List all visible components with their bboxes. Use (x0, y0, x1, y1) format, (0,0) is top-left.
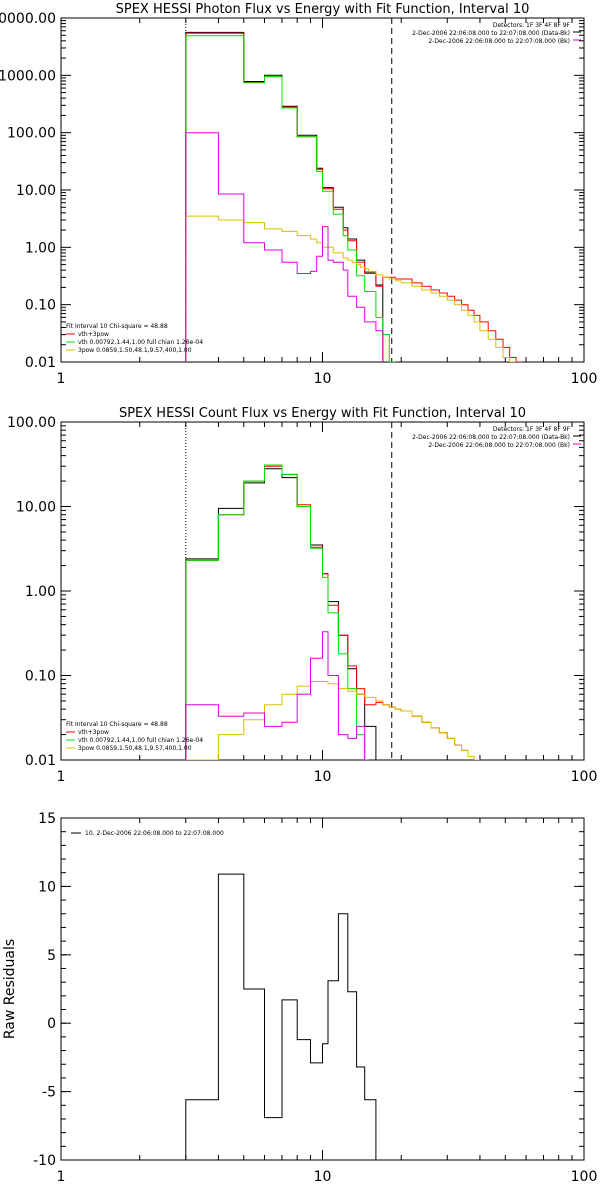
legend-entry: Fit Interval 10 Chi-square = 48.88 (66, 721, 168, 728)
y-tick-label: 1.00 (25, 584, 56, 600)
y-tick-label: 10.00 (16, 500, 56, 516)
series-3pow (185, 681, 480, 760)
y-tick-label: 1000.00 (0, 68, 56, 84)
legend-entry: 3pow 0.0859,1.50,48.1,9.57,400,1.00 (78, 347, 192, 354)
y-tick-label: 0.10 (25, 298, 56, 314)
legend-entry: vth 0.00792,1.44,1.00 full chian 1.26e-0… (78, 737, 203, 744)
series-bk (185, 132, 384, 362)
x-tick-label: 100 (571, 371, 598, 387)
legend-entry: 2-Dec-2006 22:06:08.000 to 22:07:08.000 … (428, 442, 570, 449)
x-tick-label: 1 (57, 371, 66, 387)
series-bk (185, 631, 369, 760)
series-group (185, 18, 523, 362)
y-tick-label: 1.00 (25, 240, 56, 256)
series-vth (185, 464, 369, 760)
y-tick-label: 100.00 (7, 415, 56, 431)
plot-frame (60, 817, 585, 1161)
legend-entry: Detectors: 1F 3F 4F 8F 9F (493, 426, 571, 433)
legend-entry: Detectors: 1F 3F 4F 8F 9F (493, 22, 571, 29)
y-tick-label: 100.00 (7, 126, 56, 142)
legend-entry: 10. 2-Dec-2006 22:06:08.000 to 22:07:08.… (85, 830, 224, 837)
y-tick-label: 0.01 (25, 753, 56, 769)
legend-entry: 2-Dec-2006 22:06:08.000 to 22:07:08.000 … (428, 38, 570, 45)
x-tick-label: 1 (57, 769, 66, 785)
y-axis-label: Raw Residuals (2, 939, 18, 1039)
y-tick-label: 5 (47, 948, 56, 964)
plot-frame (60, 421, 585, 761)
y-tick-label: 0.10 (25, 669, 56, 685)
chart-title: SPEX HESSI Count Flux vs Energy with Fit… (119, 406, 526, 421)
chart-panel-2: SPEX HESSI Count Flux vs Energy with Fit… (7, 406, 597, 785)
y-tick-label: -5 (42, 1085, 56, 1101)
y-tick-label: 15 (38, 811, 56, 827)
x-tick-label: 100 (571, 769, 598, 785)
chart-title: SPEX HESSI Photon Flux vs Energy with Fi… (116, 2, 530, 17)
x-tick-label: 10 (314, 1169, 332, 1185)
x-tick-label: 100 (571, 1169, 598, 1185)
y-tick-label: 0.01 (25, 355, 56, 371)
x-tick-label: 10 (314, 371, 332, 387)
legend-entry: vth+3pow (78, 729, 109, 736)
chart-panel-3: 1 10 100 15 10 5 0 -5 -10 Raw Residuals 10. 2-Dec-… (2, 811, 597, 1185)
y-tick-label: 10 (38, 879, 56, 895)
legend-entry: 2-Dec-2006 22:06:08.000 to 22:07:08.000 … (412, 434, 570, 441)
legend-entry: Fit Interval 10 Chi-square = 48.88 (66, 323, 168, 330)
y-tick-label: -10 (33, 1153, 56, 1169)
chart-panel-1: SPEX HESSI Photon Flux vs Energy with Fi… (0, 2, 597, 387)
series-group (185, 422, 480, 760)
series-data (185, 31, 384, 362)
series-data (185, 468, 383, 760)
x-tick-label: 1 (57, 1169, 66, 1185)
legend-entry: 3pow 0.0859,1.50,48.1,9.57,400,1.00 (78, 745, 192, 752)
x-tick-label: 10 (314, 769, 332, 785)
y-tick-label: 0 (47, 1016, 56, 1032)
series-group (185, 873, 383, 1160)
legend-entry: vth 0.00792,1.44,1.00 full chian 1.26e-0… (78, 339, 203, 346)
series-3pow (185, 215, 517, 362)
series-residuals (185, 873, 383, 1160)
series-vth (185, 35, 396, 362)
y-tick-label: 10.00 (16, 183, 56, 199)
legend-entry: 2-Dec-2006 22:06:08.000 to 22:07:08.000 … (412, 30, 570, 37)
legend-entry: vth+3pow (78, 331, 109, 338)
series-vth-3pow (185, 32, 523, 362)
